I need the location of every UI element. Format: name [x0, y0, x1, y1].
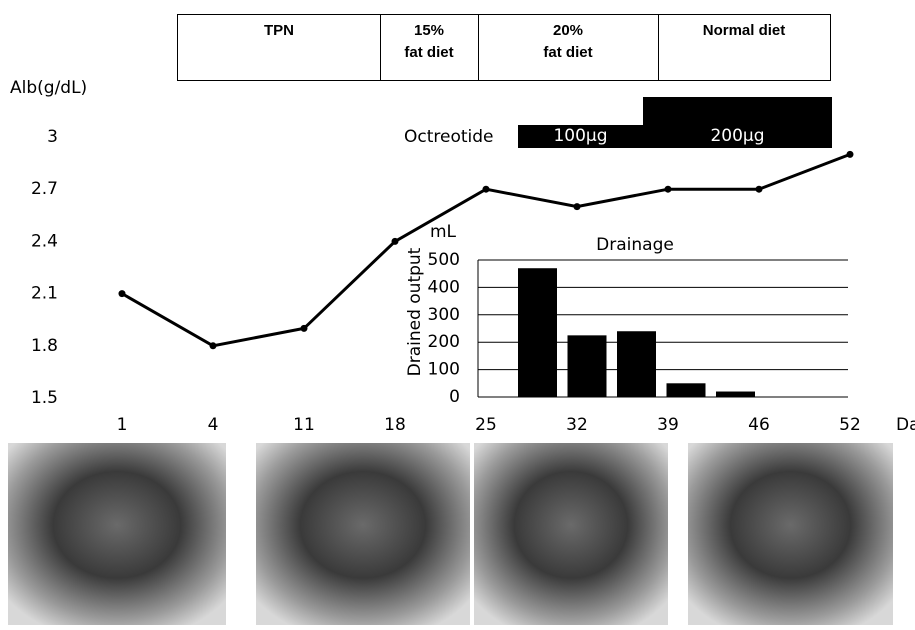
- octreotide-dose: 100μg: [553, 126, 607, 146]
- y-unit: mL: [430, 222, 457, 242]
- y-tick-label: 0: [449, 387, 460, 407]
- data-point: [392, 238, 399, 245]
- xray-image: [474, 443, 668, 625]
- x-tick-label: 25: [475, 415, 497, 435]
- y-tick-label: 200: [428, 332, 460, 352]
- x-tick-label: 1: [117, 415, 128, 435]
- y-tick-label: 1.8: [31, 336, 58, 356]
- y-tick-label: 1.5: [31, 388, 58, 408]
- figure: TPN 15% fat diet 20% fat diet Normal diet Octr…: [0, 0, 915, 626]
- bar: [518, 268, 557, 397]
- xray-image: [256, 443, 470, 625]
- xray-image: [8, 443, 226, 625]
- octreotide-label: Octreotide: [404, 127, 494, 147]
- data-point: [301, 325, 308, 332]
- bar: [617, 331, 656, 397]
- x-tick-label: 32: [566, 415, 588, 435]
- table-cell-text: fat diet: [404, 44, 453, 61]
- x-tick-label: 4: [208, 415, 219, 435]
- data-point: [574, 203, 581, 210]
- table-cell-text: 20%: [553, 22, 583, 39]
- bar: [667, 383, 706, 397]
- y-axis-label: Alb(g/dL): [10, 78, 87, 98]
- x-tick-label: 18: [384, 415, 406, 435]
- y-tick-label: 2.7: [31, 179, 58, 199]
- y-tick-label: 2.4: [31, 231, 58, 251]
- data-line: [122, 154, 850, 345]
- y-tick-label: 2.1: [31, 284, 58, 304]
- x-tick-label: 46: [748, 415, 770, 435]
- data-point: [483, 186, 490, 193]
- xray-image: [688, 443, 893, 625]
- table-cell-text: TPN: [264, 22, 294, 39]
- y-tick-label: 400: [428, 277, 460, 297]
- bar: [716, 392, 755, 397]
- y-axis-label: Drained output: [405, 247, 425, 376]
- data-point: [756, 186, 763, 193]
- data-point: [210, 342, 217, 349]
- table-cell-text: Normal diet: [703, 22, 786, 39]
- x-tick-label: 52: [839, 415, 861, 435]
- bar: [568, 335, 607, 397]
- x-tick-label: 39: [657, 415, 679, 435]
- octreotide-dose: 200μg: [710, 126, 764, 146]
- y-tick-label: 300: [428, 305, 460, 325]
- x-tick-label: 11: [293, 415, 315, 435]
- y-tick-label: 3: [47, 127, 58, 147]
- table-cell-text: fat diet: [543, 44, 592, 61]
- data-point: [847, 151, 854, 158]
- table-cell-text: 15%: [414, 22, 444, 39]
- y-tick-label: 100: [428, 360, 460, 380]
- data-point: [119, 290, 126, 297]
- data-point: [665, 186, 672, 193]
- x-axis-label: Day: [896, 415, 915, 435]
- chart-title: Drainage: [596, 235, 674, 255]
- y-tick-label: 500: [428, 250, 460, 270]
